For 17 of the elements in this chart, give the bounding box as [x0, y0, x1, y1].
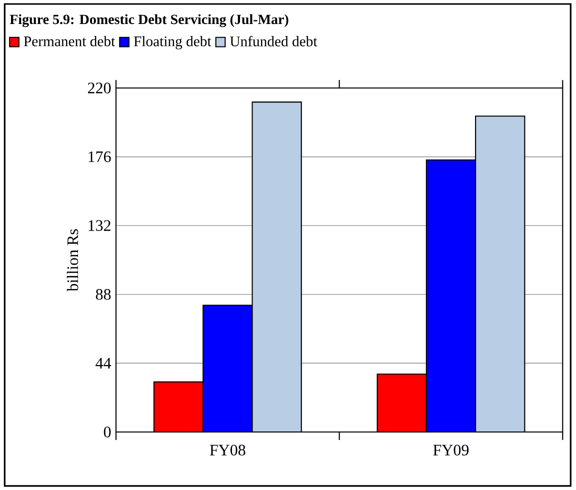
- y-axis-title: billion Rs: [66, 229, 78, 292]
- bar: [376, 374, 427, 432]
- legend-label: Unfunded debt: [230, 36, 318, 46]
- chart-title: Figure 5.9: Domestic Debt Servicing (Jul-Mar): [10, 14, 288, 28]
- y-tick-label: 44: [96, 358, 112, 368]
- bar: [252, 102, 302, 432]
- x-tick-label: FY09: [433, 444, 469, 456]
- y-tick-label: 88: [96, 288, 111, 300]
- y-tick-label: 220: [88, 82, 111, 94]
- bar: [153, 381, 204, 432]
- x-tick-label: FY08: [210, 444, 246, 456]
- y-tick-label: 176: [88, 151, 111, 162]
- y-tick-label: 0: [104, 426, 111, 438]
- legend-label: Permanent debt: [24, 36, 116, 46]
- legend-label: Floating debt: [134, 36, 212, 50]
- bar: [475, 116, 526, 432]
- y-tick-label: 132: [88, 220, 110, 231]
